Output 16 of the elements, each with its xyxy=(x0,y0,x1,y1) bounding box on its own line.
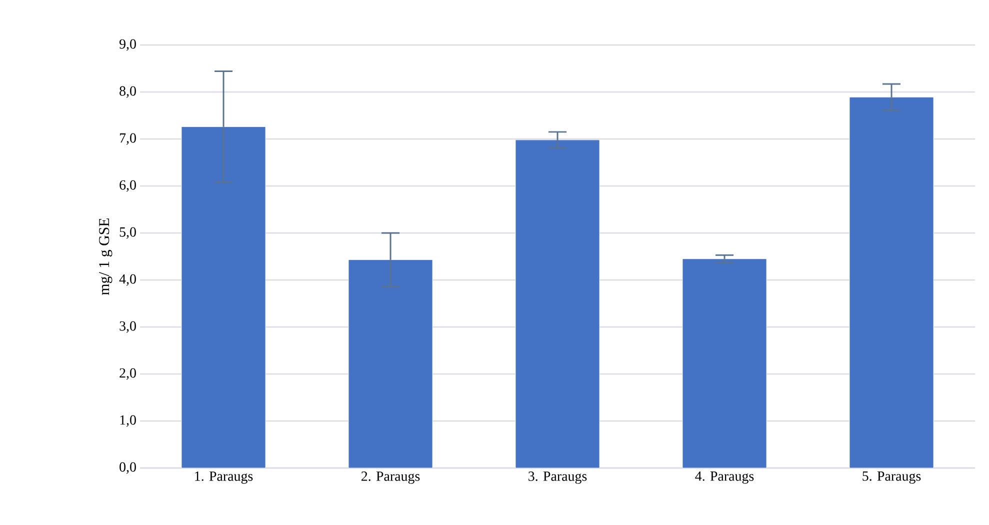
y-tick-label: 4,0 xyxy=(119,274,136,286)
y-axis-title: mg/ 1 g GSE xyxy=(99,218,112,295)
x-tick-label: 2. Paraugs xyxy=(361,472,420,484)
y-tick-label: 6,0 xyxy=(120,180,136,192)
y-tick-label: 1,0 xyxy=(120,415,136,427)
y-tick-label: 7,0 xyxy=(120,133,136,145)
y-tick-label: 3,0 xyxy=(120,321,136,333)
y-tick-label: 5,0 xyxy=(120,227,136,239)
y-tick-label: 8,0 xyxy=(120,86,136,98)
y-tick-label: 2,0 xyxy=(120,368,136,380)
x-tick-label: 5. Paraugs xyxy=(862,471,921,484)
x-tick-label: 4. Paraugs xyxy=(695,471,754,484)
x-tick-label: 1. Paraugs xyxy=(195,471,253,484)
x-tick-label: 3. Paraugs xyxy=(528,472,587,484)
y-tick-label: 0,0 xyxy=(120,462,136,474)
y-tick-label: 9,0 xyxy=(120,39,136,51)
